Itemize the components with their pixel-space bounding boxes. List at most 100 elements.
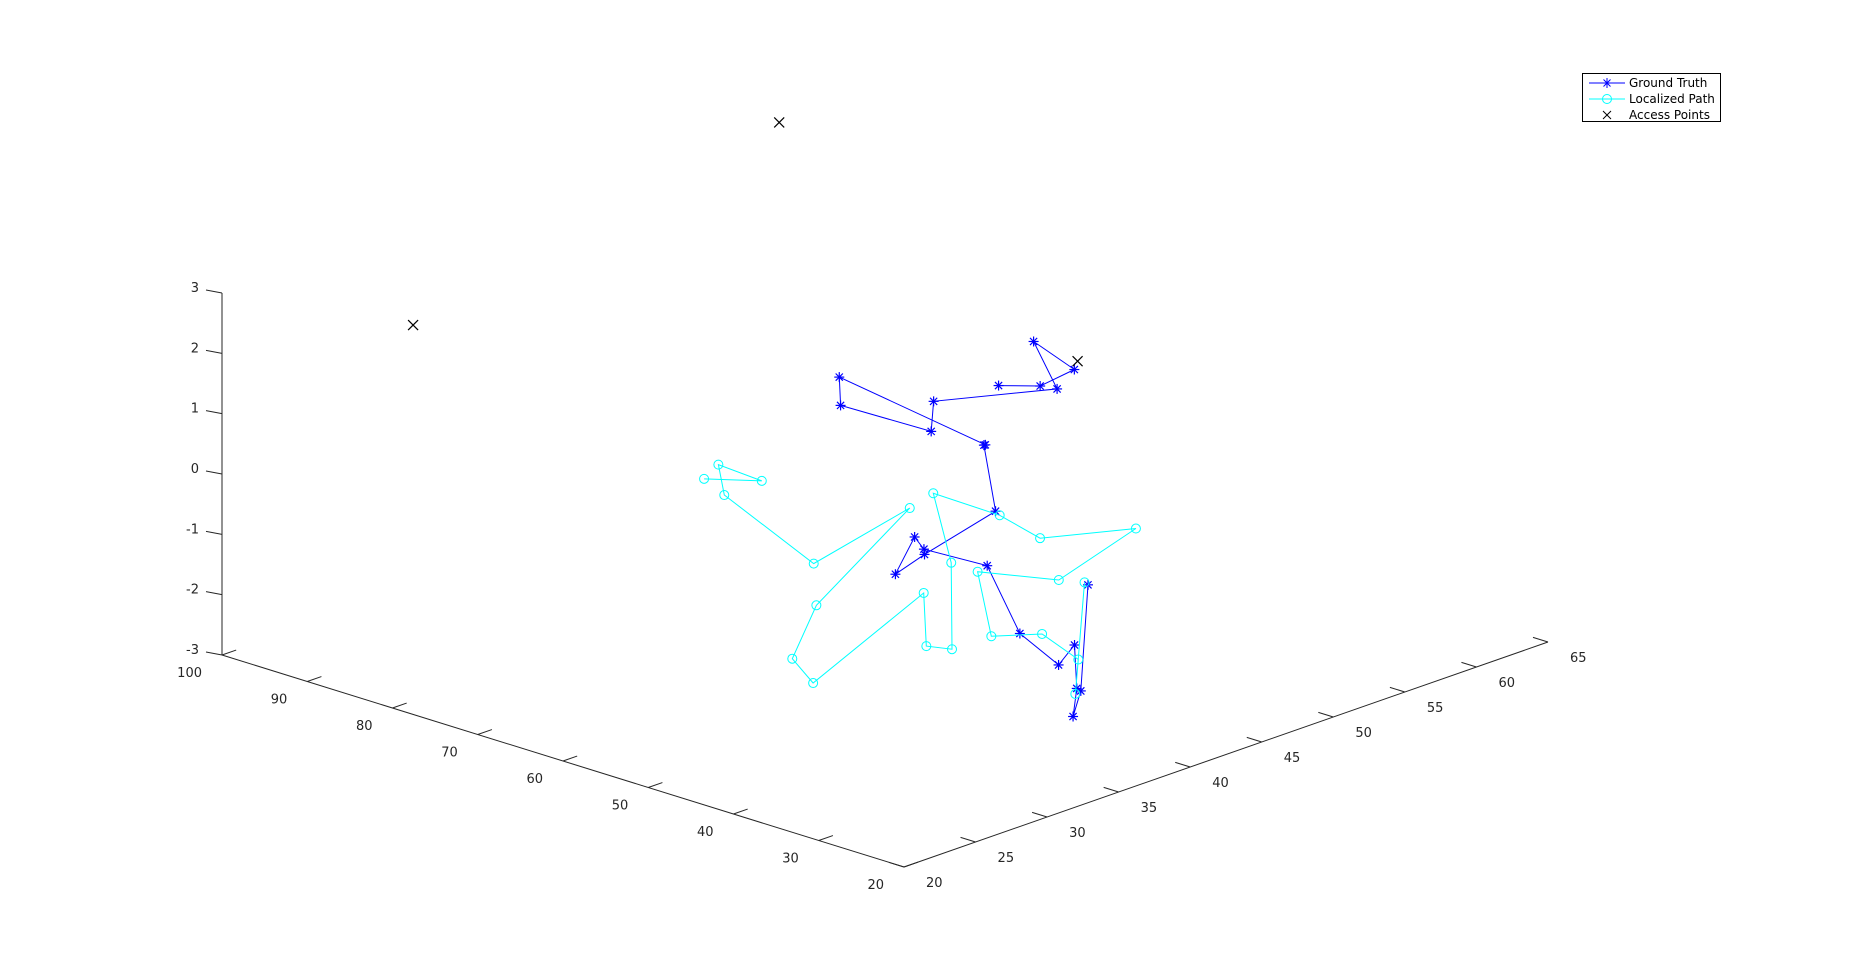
z-tick-label: 2	[191, 341, 199, 356]
x-tick	[562, 755, 578, 762]
localized-path-point	[1053, 575, 1064, 586]
y-tick-label: 55	[1427, 701, 1444, 716]
ground-truth-point	[890, 569, 901, 580]
y-tick-label: 25	[998, 851, 1015, 866]
localized-path-line-icon	[1589, 94, 1625, 104]
x-tick-label: 50	[612, 799, 629, 814]
z-tick	[205, 410, 223, 415]
ground-truth-point	[834, 372, 845, 383]
localized-path-point	[1130, 523, 1141, 534]
y-tick	[1318, 711, 1334, 718]
y-tick-label: 20	[926, 876, 943, 891]
legend-label: Access Points	[1629, 108, 1710, 122]
x-tick	[818, 835, 834, 841]
z-tick-label: -2	[186, 583, 199, 598]
localized-path-point	[1035, 533, 1046, 544]
y-tick	[1103, 786, 1119, 793]
y-tick	[1031, 811, 1048, 818]
x-tick-label: 60	[526, 772, 543, 787]
x-tick	[733, 808, 748, 815]
ground-truth-point	[1035, 381, 1046, 392]
y-tick	[1175, 761, 1191, 768]
access-points-point	[407, 319, 419, 331]
y-tick-label: 35	[1141, 801, 1158, 816]
localized-path-point	[1073, 654, 1084, 665]
axes: 203040506070809010020253035404550556065-…	[177, 281, 1586, 893]
localized-path-point	[787, 653, 798, 664]
x-tick	[477, 729, 493, 735]
ground-truth-point	[909, 531, 920, 542]
localized-path-point	[1079, 577, 1090, 588]
access-points-point	[773, 116, 785, 128]
x-tick	[648, 782, 663, 788]
z-tick	[205, 470, 223, 475]
localized-path-point	[1037, 628, 1048, 639]
ground-truth-point	[918, 544, 929, 555]
z-tick-label: -1	[186, 522, 199, 537]
z-tick-label: -3	[186, 643, 199, 658]
localized-path-point	[904, 503, 915, 514]
x-tick-label: 80	[356, 719, 373, 734]
localized-path-line	[704, 463, 1137, 695]
localized-path-point	[972, 566, 983, 577]
x-tick	[307, 676, 322, 682]
y-tick	[1389, 686, 1406, 693]
ground-truth-point	[1069, 364, 1080, 375]
x-tick	[903, 861, 919, 868]
ground-truth-point	[1014, 628, 1025, 639]
ground-truth-point	[926, 426, 937, 437]
x-tick-label: 70	[441, 746, 458, 761]
x-tick	[221, 649, 237, 656]
series-layer	[407, 116, 1141, 722]
y-tick	[1246, 736, 1262, 743]
y-tick-label: 45	[1284, 751, 1301, 766]
localized-path-point	[918, 587, 929, 598]
ground-truth-point	[1068, 711, 1079, 722]
legend-item-ground-truth: Ground Truth	[1583, 75, 1720, 91]
x-tick-label: 40	[697, 825, 714, 840]
localized-path-point	[946, 557, 957, 568]
localized-path-point	[921, 641, 932, 652]
ground-truth-point	[835, 400, 846, 411]
y-axis-line	[903, 641, 1549, 868]
localized-path-point	[719, 490, 730, 501]
localized-path-point	[947, 644, 958, 655]
localized-path-point	[713, 459, 724, 470]
x-tick	[392, 702, 407, 709]
ground-truth-point	[1075, 685, 1086, 696]
ground-truth-point	[1053, 659, 1064, 670]
z-tick-label: 3	[191, 281, 199, 296]
y-tick-label: 40	[1212, 776, 1229, 791]
legend-label: Localized Path	[1629, 92, 1715, 106]
legend-label: Ground Truth	[1629, 76, 1708, 90]
access-points-point	[1072, 355, 1084, 367]
ground-truth-line	[838, 340, 1089, 717]
ground-truth-point	[1028, 336, 1039, 347]
localized-path-point	[811, 600, 822, 611]
ground-truth-point	[978, 440, 989, 451]
localized-path-point	[986, 631, 997, 642]
x-tick-label: 20	[867, 878, 884, 893]
x-tick-label: 100	[177, 666, 202, 681]
access-points-series	[407, 116, 1084, 367]
legend-item-access-points: Access Points	[1583, 107, 1720, 123]
z-tick	[205, 651, 223, 656]
y-tick-label: 65	[1570, 651, 1587, 666]
legend: Ground Truth Localized Path Access Point…	[1582, 73, 1721, 122]
z-tick-label: 1	[191, 402, 199, 417]
localized-path-point	[808, 678, 819, 689]
x-tick-label: 30	[782, 852, 799, 867]
y-tick-label: 30	[1069, 826, 1086, 841]
localized-path-point	[1070, 688, 1081, 699]
x-tick-label: 90	[271, 693, 288, 708]
ground-truth-point	[1052, 383, 1063, 394]
y-tick	[960, 836, 976, 843]
ground-truth-line-icon	[1589, 78, 1625, 88]
z-tick	[205, 591, 223, 596]
localized-path-point	[699, 473, 710, 484]
x-marker-icon	[1602, 110, 1612, 120]
ground-truth-point	[982, 560, 993, 571]
ground-truth-point	[1069, 640, 1080, 651]
localized-path-point	[928, 488, 939, 499]
